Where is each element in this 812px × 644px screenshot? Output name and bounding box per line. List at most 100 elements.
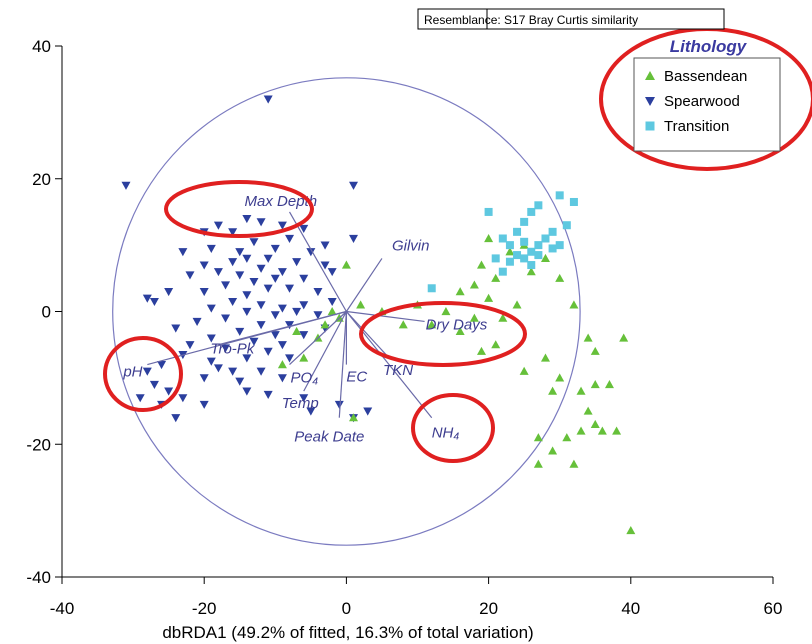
point-spearwood	[164, 387, 174, 396]
point-spearwood	[199, 287, 209, 297]
x-ticks: -40 -20 0 20 40 60	[50, 577, 782, 618]
point-transition	[513, 227, 522, 236]
highlight-dry-days	[359, 301, 527, 367]
vector-gilvin	[345, 258, 383, 312]
point-bassendean	[299, 353, 309, 362]
x-tick-label: 0	[342, 599, 351, 618]
legend-marker-transition	[645, 121, 655, 131]
point-spearwood	[306, 407, 316, 416]
point-spearwood	[285, 284, 295, 293]
point-transition	[513, 251, 522, 260]
point-spearwood	[249, 238, 259, 247]
point-bassendean	[555, 373, 565, 382]
point-spearwood	[277, 374, 287, 383]
point-spearwood	[213, 364, 223, 373]
point-bassendean	[476, 260, 486, 269]
vector-po	[289, 311, 347, 366]
point-transition	[498, 267, 507, 276]
point-bassendean	[583, 333, 593, 342]
point-spearwood	[228, 258, 238, 267]
point-spearwood	[164, 287, 174, 297]
point-spearwood	[263, 95, 273, 104]
point-spearwood	[199, 261, 209, 270]
highlight-max-depth	[164, 180, 314, 238]
point-transition	[555, 191, 564, 200]
x-tick-label: 20	[479, 599, 498, 618]
point-spearwood	[242, 387, 252, 396]
point-transition	[548, 227, 557, 236]
point-spearwood	[299, 301, 309, 310]
point-spearwood	[171, 324, 181, 333]
point-spearwood	[206, 357, 216, 366]
point-bassendean	[562, 433, 572, 442]
point-transition	[427, 284, 436, 293]
vector-label-tkn: TKN	[383, 362, 413, 379]
point-spearwood	[327, 268, 337, 277]
point-bassendean	[469, 280, 479, 289]
vector-label-temp: Temp	[282, 395, 319, 412]
resemblance-frame	[417, 8, 725, 30]
legend-box	[633, 57, 781, 152]
point-bassendean	[583, 406, 593, 415]
point-spearwood	[235, 327, 245, 336]
correlation-circle	[112, 77, 581, 546]
point-spearwood	[149, 380, 159, 390]
legend-label-transition: Transition	[664, 118, 729, 135]
point-bassendean	[548, 386, 558, 395]
point-spearwood	[256, 218, 266, 227]
point-bassendean	[484, 233, 494, 243]
point-bassendean	[604, 380, 614, 389]
point-spearwood	[157, 361, 167, 370]
point-bassendean	[533, 459, 543, 468]
point-spearwood	[299, 274, 309, 283]
vector-dry-days	[346, 310, 425, 323]
point-spearwood	[235, 377, 245, 386]
vector-labels: Max Depth Gilvin Dry Days pH Tro-Pk PO₄ Temp EC…	[122, 193, 487, 446]
point-spearwood	[221, 281, 231, 290]
point-spearwood	[270, 244, 280, 253]
y-tick-label: 0	[42, 303, 51, 322]
point-spearwood	[235, 271, 245, 280]
point-transition	[569, 197, 578, 206]
point-spearwood	[299, 331, 309, 340]
point-spearwood	[249, 278, 259, 287]
point-spearwood	[178, 248, 188, 257]
point-bassendean	[533, 433, 543, 442]
point-spearwood	[121, 181, 131, 190]
point-bassendean	[469, 313, 479, 322]
vector-label-max-depth: Max Depth	[245, 193, 318, 210]
point-bassendean	[576, 386, 586, 395]
point-spearwood	[263, 254, 273, 263]
point-transition	[534, 251, 543, 260]
point-spearwood	[277, 221, 287, 230]
point-spearwood	[213, 221, 223, 230]
point-bassendean	[555, 273, 565, 282]
point-spearwood	[221, 344, 231, 353]
legend-label-bassendean: Bassendean	[664, 68, 747, 85]
point-spearwood	[299, 394, 309, 403]
point-spearwood	[192, 317, 202, 326]
point-spearwood	[199, 400, 209, 409]
point-spearwood	[306, 248, 316, 257]
point-spearwood	[313, 287, 323, 297]
legend: Lithology Bassendean Spearwood Transitio…	[633, 37, 781, 152]
legend-marker-bassendean	[645, 71, 655, 80]
point-bassendean	[349, 413, 359, 422]
point-bassendean	[569, 459, 579, 468]
point-transition	[534, 241, 543, 250]
highlight-nh4	[411, 393, 495, 463]
point-spearwood	[142, 294, 152, 303]
vector-tkn	[345, 311, 390, 359]
point-bassendean	[398, 320, 408, 329]
vector-label-ec: EC	[346, 369, 367, 386]
point-spearwood	[292, 307, 302, 316]
point-spearwood	[249, 337, 259, 346]
point-spearwood	[270, 274, 280, 283]
point-bassendean	[590, 419, 600, 428]
point-spearwood	[292, 258, 302, 267]
vector-tro-pk	[218, 310, 347, 346]
point-bassendean	[356, 300, 366, 309]
point-bassendean	[427, 320, 437, 329]
y-tick-label: 20	[32, 170, 51, 189]
